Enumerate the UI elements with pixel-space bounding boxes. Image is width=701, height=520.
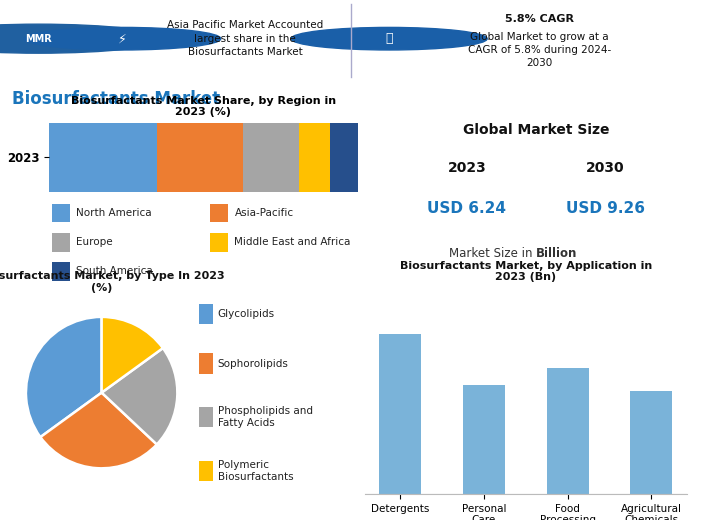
FancyBboxPatch shape xyxy=(210,233,228,252)
Title: Biosurfactants Market, by Type In 2023
(%): Biosurfactants Market, by Type In 2023 (… xyxy=(0,271,224,293)
Text: 5.8% CAGR: 5.8% CAGR xyxy=(505,15,574,24)
Circle shape xyxy=(25,28,221,50)
FancyBboxPatch shape xyxy=(199,354,213,373)
Text: Middle East and Africa: Middle East and Africa xyxy=(234,237,351,247)
Text: ⚡: ⚡ xyxy=(118,32,127,45)
Text: South America: South America xyxy=(76,266,154,276)
FancyBboxPatch shape xyxy=(53,233,70,252)
Text: 2023: 2023 xyxy=(447,161,486,175)
Bar xyxy=(630,391,672,494)
Text: MMR: MMR xyxy=(25,34,52,44)
Bar xyxy=(49,123,157,191)
FancyBboxPatch shape xyxy=(199,304,213,324)
Text: Sophorolipids: Sophorolipids xyxy=(218,358,289,369)
Circle shape xyxy=(0,24,165,53)
Text: Biosurfactants Market: Biosurfactants Market xyxy=(12,90,219,108)
Bar xyxy=(379,334,421,494)
Text: 🔥: 🔥 xyxy=(386,32,393,45)
Text: Asia-Pacific: Asia-Pacific xyxy=(234,208,294,218)
Text: Europe: Europe xyxy=(76,237,113,247)
FancyBboxPatch shape xyxy=(199,461,213,481)
Text: 2030: 2030 xyxy=(586,161,625,175)
Bar xyxy=(157,123,243,191)
Text: North America: North America xyxy=(76,208,152,218)
Circle shape xyxy=(291,28,487,50)
Wedge shape xyxy=(41,393,157,469)
Text: Phospholipids and
Fatty Acids: Phospholipids and Fatty Acids xyxy=(218,407,313,428)
Text: Polymeric
Biosurfactants: Polymeric Biosurfactants xyxy=(218,460,294,482)
Bar xyxy=(299,123,329,191)
Text: USD 6.24: USD 6.24 xyxy=(428,201,506,216)
Text: Market Size in: Market Size in xyxy=(449,247,536,260)
FancyBboxPatch shape xyxy=(53,204,70,223)
FancyBboxPatch shape xyxy=(199,407,213,427)
FancyBboxPatch shape xyxy=(53,262,70,281)
Title: Biosurfactants Market, by Application in
2023 (Bn): Biosurfactants Market, by Application in… xyxy=(400,261,652,282)
Text: Billion: Billion xyxy=(536,247,578,260)
Text: Global Market Size: Global Market Size xyxy=(463,123,609,137)
Wedge shape xyxy=(102,317,163,393)
Bar xyxy=(547,368,589,494)
Text: Global Market to grow at a
CAGR of 5.8% during 2024-
2030: Global Market to grow at a CAGR of 5.8% … xyxy=(468,32,611,68)
Wedge shape xyxy=(26,317,102,437)
Bar xyxy=(463,385,505,494)
Text: Asia Pacific Market Accounted
largest share in the
Biosurfactants Market: Asia Pacific Market Accounted largest sh… xyxy=(168,20,323,57)
Title: Biosurfactants Market Share, by Region in
2023 (%): Biosurfactants Market Share, by Region i… xyxy=(71,96,336,118)
Bar xyxy=(243,123,299,191)
Text: Glycolipids: Glycolipids xyxy=(218,309,275,319)
Text: USD 9.26: USD 9.26 xyxy=(566,201,645,216)
Wedge shape xyxy=(102,348,177,445)
Bar xyxy=(329,123,358,191)
FancyBboxPatch shape xyxy=(210,204,228,223)
